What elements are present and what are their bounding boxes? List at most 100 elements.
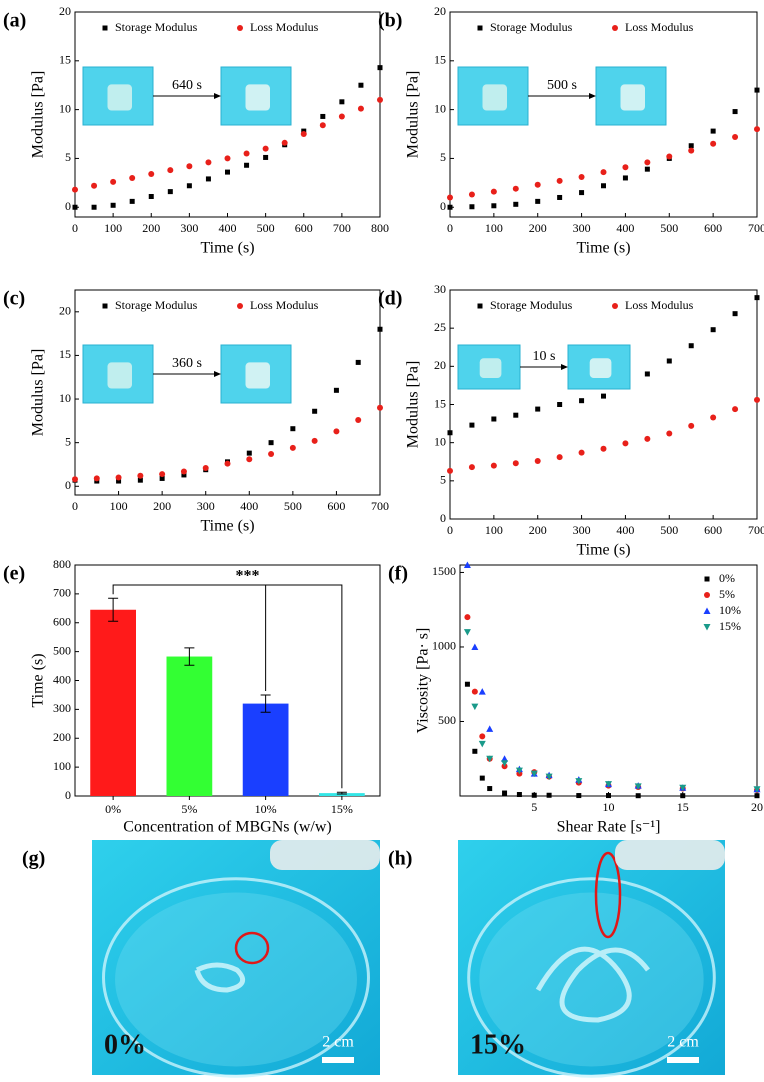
x-tick-label: 400 — [616, 221, 634, 235]
x-axis-title: Time (s) — [200, 240, 254, 257]
x-tick-label: 800 — [371, 221, 389, 235]
x-tick-label: 500 — [660, 221, 678, 235]
x-tick-label: 700 — [333, 221, 351, 235]
point — [535, 198, 541, 204]
point — [246, 450, 252, 456]
point — [601, 393, 606, 399]
point — [605, 781, 612, 788]
x-tick-label: 400 — [240, 499, 258, 513]
x-tick-label: 500 — [257, 221, 275, 235]
panel-label: (c) — [3, 288, 25, 310]
x-tick-label: 200 — [529, 523, 547, 537]
scale-label: 2 cm — [667, 1034, 699, 1051]
point — [576, 793, 582, 799]
point — [180, 468, 187, 475]
point — [753, 786, 761, 793]
point — [72, 204, 78, 210]
point — [447, 430, 453, 436]
point — [289, 444, 296, 451]
point — [319, 122, 326, 129]
y-tick-label: 100 — [53, 759, 71, 773]
point — [501, 755, 509, 762]
inset-vial — [245, 84, 270, 111]
point — [159, 471, 166, 478]
point — [635, 793, 641, 799]
point — [477, 303, 483, 309]
point — [129, 198, 135, 204]
y-tick-label: 15 — [434, 396, 446, 410]
point — [110, 202, 116, 208]
point — [666, 358, 672, 364]
legend-label: Storage Modulus — [115, 20, 198, 34]
point — [246, 456, 253, 463]
y-tick-label: 300 — [53, 701, 71, 715]
y-tick-label: 10 — [434, 101, 446, 115]
point — [312, 408, 318, 414]
point — [754, 295, 760, 301]
inset-arrowhead — [214, 371, 221, 377]
legend-label: 5% — [719, 587, 735, 601]
y-tick-label: 1500 — [432, 564, 456, 578]
point — [447, 467, 453, 474]
point — [463, 561, 471, 568]
point — [512, 460, 519, 467]
point — [557, 194, 563, 200]
y-axis-title: Modulus [Pa] — [405, 361, 422, 449]
point — [644, 371, 650, 377]
y-tick-label: 5 — [440, 473, 446, 487]
point — [244, 162, 250, 168]
x-tick-label: 700 — [748, 221, 764, 235]
point — [471, 643, 479, 650]
point — [333, 428, 340, 435]
point — [754, 126, 760, 133]
point — [225, 169, 230, 175]
point — [556, 177, 563, 184]
panel-label: (h) — [388, 848, 412, 870]
point — [710, 414, 717, 421]
point — [447, 194, 453, 201]
point — [634, 783, 642, 790]
y-tick-label: 5 — [65, 150, 71, 164]
x-tick-label: 300 — [573, 523, 591, 537]
y-tick-label: 30 — [434, 282, 446, 296]
x-tick-label: 15 — [677, 800, 689, 814]
y-tick-label: 20 — [59, 4, 71, 18]
point — [377, 404, 383, 411]
petri-dish — [467, 877, 716, 1078]
y-tick-label: 20 — [434, 358, 446, 372]
y-tick-label: 15 — [59, 53, 71, 67]
point — [468, 191, 475, 198]
y-axis-title: Modulus [Pa] — [30, 71, 47, 159]
panel-label: (b) — [378, 10, 402, 32]
point — [486, 755, 494, 763]
y-tick-label: 0 — [65, 478, 71, 492]
point — [732, 133, 739, 140]
x-tick-label: 300 — [180, 221, 198, 235]
x-axis-title: Shear Rate [s⁻¹] — [557, 819, 661, 836]
x-tick-label: 5 — [531, 800, 537, 814]
plot-frame — [449, 11, 758, 218]
point — [679, 784, 687, 792]
bar — [166, 656, 213, 796]
point — [534, 181, 541, 188]
point — [732, 311, 738, 317]
point — [490, 462, 497, 469]
point — [464, 681, 470, 687]
point — [224, 155, 231, 162]
error-bar — [336, 791, 347, 795]
x-tick-label: 700 — [371, 499, 389, 513]
point — [477, 25, 483, 31]
point — [355, 359, 361, 365]
inset-arrowhead — [561, 364, 568, 370]
y-tick-label: 10 — [59, 391, 71, 405]
point — [487, 786, 493, 792]
y-axis-title: Time (s) — [30, 653, 47, 707]
bar — [319, 793, 365, 796]
point — [137, 472, 144, 479]
point — [478, 688, 486, 695]
point — [93, 475, 100, 482]
point — [91, 204, 97, 210]
point — [535, 406, 541, 412]
inset-arrowhead — [214, 93, 221, 99]
